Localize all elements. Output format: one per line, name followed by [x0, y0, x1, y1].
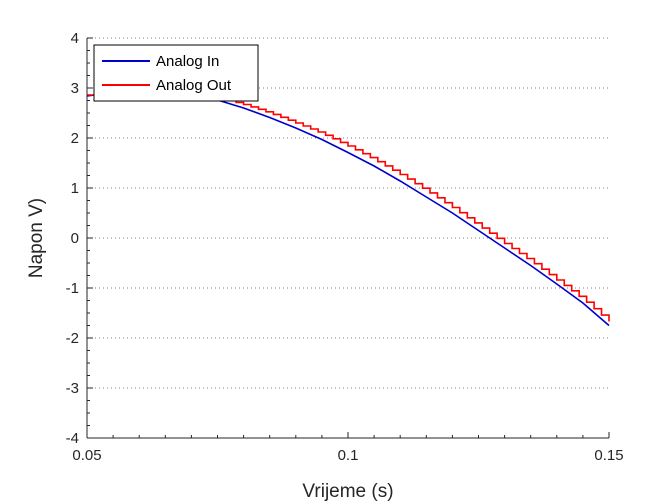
- y-tick-label-1: 1: [71, 180, 79, 197]
- x-axis-title: Vrijeme (s): [302, 481, 393, 502]
- y-tick-label-4: -4: [66, 430, 79, 447]
- legend: Analog In Analog Out: [93, 44, 259, 102]
- y-tick-label-3: 3: [71, 80, 79, 97]
- y-tick-label-1: -1: [66, 280, 79, 297]
- y-axis-title: Napon V): [26, 198, 47, 278]
- legend-label-analog-in: Analog In: [156, 53, 219, 70]
- x-tick-label-0-15: 0.15: [594, 447, 623, 464]
- series-line-analog-out: [87, 87, 610, 322]
- legend-box: [93, 44, 259, 102]
- y-tick-label-2: 2: [71, 130, 79, 147]
- ticks: [86, 37, 610, 439]
- series-line-analog-in: [86, 89, 610, 327]
- tick-labels: -4 -3 -2 -1 0 1 2 3 4 0.05 0.1 0.15: [66, 30, 624, 464]
- series-layer: [86, 87, 610, 327]
- y-tick-label-4: 4: [71, 30, 79, 47]
- y-tick-label-0: 0: [71, 230, 79, 247]
- y-tick-label-2: -2: [66, 330, 79, 347]
- x-tick-label-0-05: 0.05: [72, 447, 101, 464]
- y-tick-label-3: -3: [66, 380, 79, 397]
- legend-label-analog-out: Analog Out: [156, 77, 232, 94]
- x-tick-label-0-1: 0.1: [338, 447, 359, 464]
